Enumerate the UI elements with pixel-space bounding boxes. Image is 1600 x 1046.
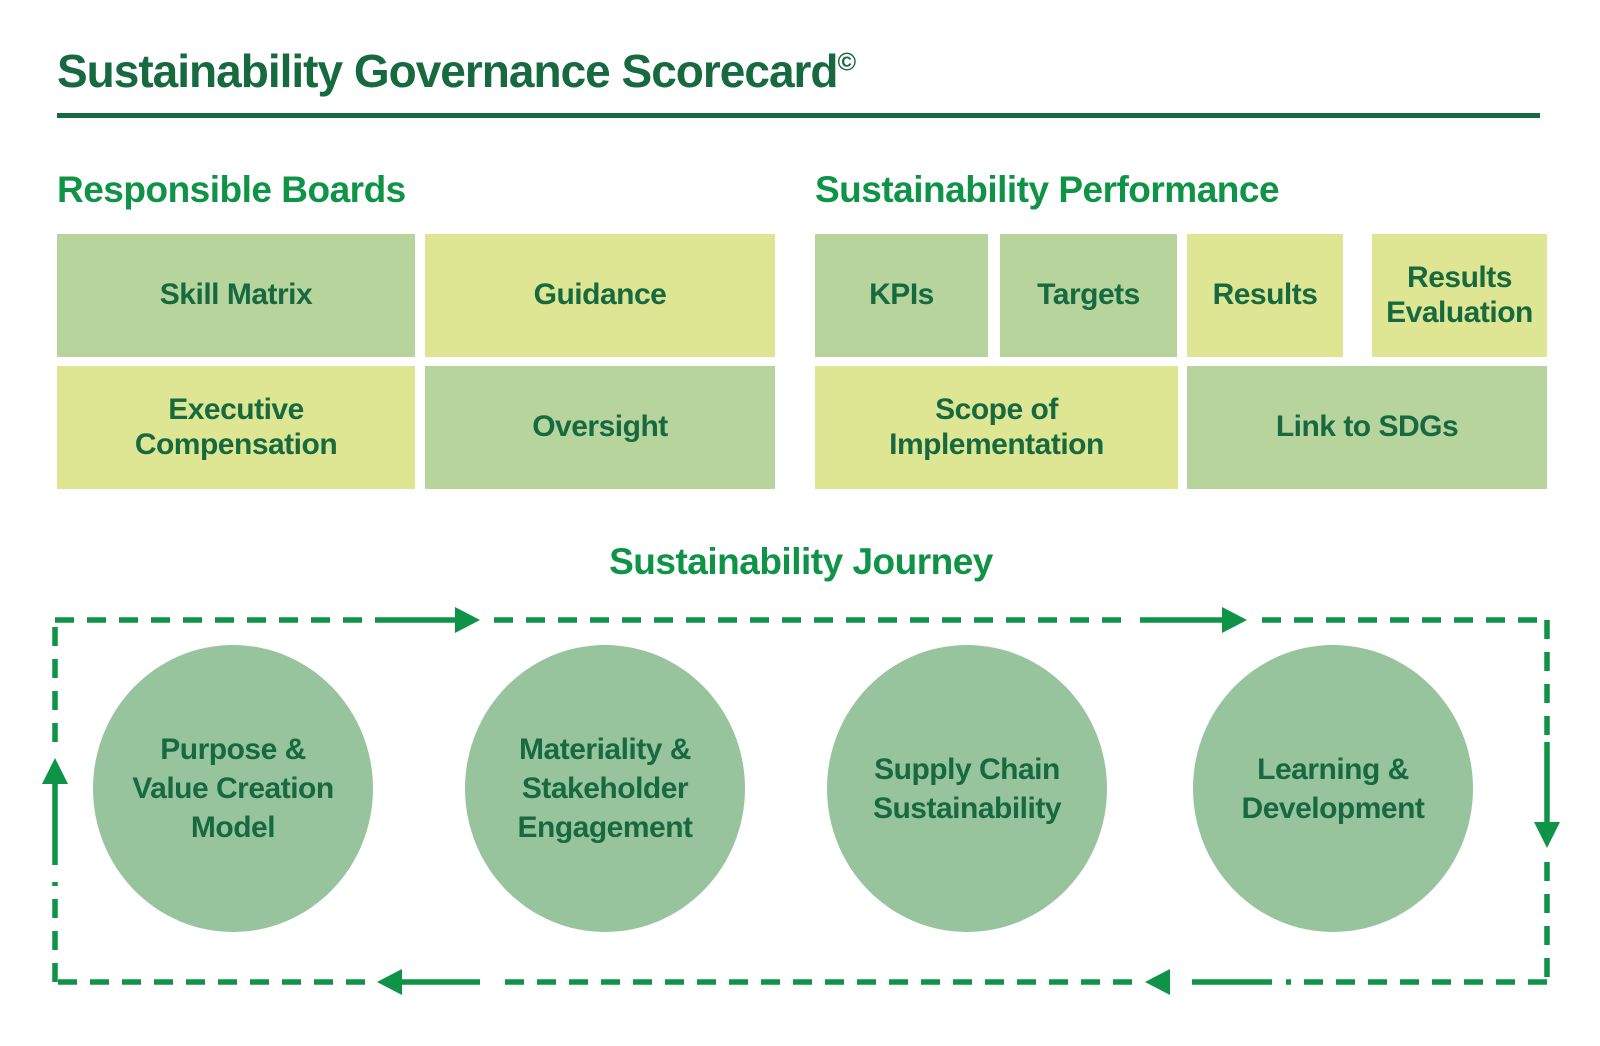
arrow-left-up-head-icon: [42, 758, 68, 784]
box-oversight-label: Oversight: [532, 410, 668, 444]
arrow-bottom-2-head-icon: [1145, 969, 1170, 995]
box-guidance-label: Guidance: [533, 278, 667, 312]
box-link-to-sdgs: Link to SDGs: [1187, 366, 1547, 489]
arrow-top-2-head-icon: [1222, 607, 1247, 633]
copyright-mark: ©: [837, 48, 857, 77]
arrow-right-down-head-icon: [1534, 822, 1560, 848]
box-skill-matrix-label: Skill Matrix: [159, 278, 313, 312]
box-link-to-sdgs-label: Link to SDGs: [1275, 410, 1459, 444]
journey-stage-label: Supply Chain Sustainability: [872, 752, 1062, 825]
box-kpis-label: KPIs: [869, 278, 934, 312]
journey-stage-materiality-stakeholder-engagement: Materiality & Stakeholder Engagement: [465, 645, 745, 932]
page-title: Sustainability Governance Scorecard©: [57, 45, 857, 97]
box-results-label: Results: [1212, 278, 1318, 312]
journey-stage-supply-chain-sustainability: Supply Chain Sustainability: [827, 645, 1107, 932]
box-targets-label: Targets: [1037, 278, 1140, 312]
section-heading-responsible-boards: Responsible Boards: [57, 169, 406, 210]
journey-stage-label: Materiality & Stakeholder Engagement: [517, 733, 693, 844]
box-executive-compensation-label: Executive Compensation: [134, 393, 338, 461]
page-title-text: Sustainability Governance Scorecard: [57, 45, 839, 97]
arrow-top-1-head-icon: [455, 607, 480, 633]
title-divider-line: [57, 113, 1540, 118]
section-heading-sustainability-performance: Sustainability Performance: [815, 169, 1280, 210]
box-targets: Targets: [1000, 234, 1177, 357]
box-results-evaluation-label: Results Evaluation: [1386, 261, 1533, 329]
journey-stage-purpose-value-creation-model: Purpose & Value Creation Model: [93, 645, 373, 932]
box-scope-of-implementation: Scope of Implementation: [815, 366, 1178, 489]
arrow-bottom-1-head-icon: [377, 969, 402, 995]
box-executive-compensation: Executive Compensation: [57, 366, 415, 489]
section-heading-sustainability-journey: Sustainability Journey: [609, 541, 993, 582]
journey-stage-label: Learning & Development: [1241, 752, 1425, 825]
journey-stage-label: Purpose & Value Creation Model: [132, 733, 334, 844]
journey-stage-learning-development: Learning & Development: [1193, 645, 1473, 932]
box-results: Results: [1187, 234, 1343, 357]
box-skill-matrix: Skill Matrix: [57, 234, 415, 357]
box-oversight: Oversight: [425, 366, 775, 489]
box-scope-of-implementation-label: Scope of Implementation: [889, 393, 1104, 461]
box-guidance: Guidance: [425, 234, 775, 357]
box-kpis: KPIs: [815, 234, 988, 357]
box-results-evaluation: Results Evaluation: [1372, 234, 1547, 357]
